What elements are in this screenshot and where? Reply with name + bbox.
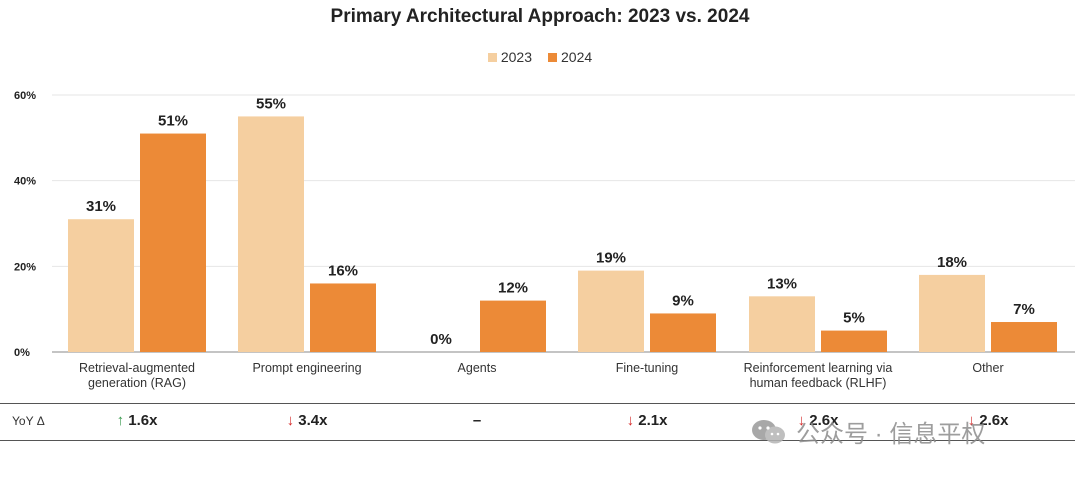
- legend-item-2024: 2024: [548, 49, 592, 65]
- data-label: 31%: [86, 198, 116, 215]
- yoy-cell: ↓ 2.1x: [562, 412, 732, 429]
- yoy-label: YoY Δ: [12, 414, 45, 428]
- bar-2023: [238, 116, 304, 353]
- arrow-down-icon: ↓: [797, 412, 810, 429]
- y-tick-label: 60%: [14, 90, 36, 102]
- x-tick-label: Agents: [458, 361, 497, 375]
- data-label: 55%: [256, 95, 286, 112]
- x-tick-label: Other: [972, 361, 1003, 375]
- bar-2024: [991, 322, 1057, 352]
- arrow-down-icon: ↓: [286, 412, 299, 429]
- data-label: 13%: [767, 275, 797, 292]
- chart-legend: 2023 2024: [0, 49, 1080, 65]
- yoy-value: 1.6x: [128, 412, 158, 429]
- y-tick-label: 0%: [14, 347, 30, 359]
- legend-swatch-2023: [487, 52, 497, 62]
- watermark: 公众号 · 信息平权: [750, 414, 985, 449]
- data-label: 12%: [498, 280, 528, 297]
- yoy-value: 2.1x: [638, 412, 668, 429]
- yoy-cell: ↑ 1.6x: [52, 412, 222, 429]
- bar-2023: [749, 296, 815, 352]
- bar-2024: [140, 133, 206, 352]
- wechat-icon: [752, 419, 785, 443]
- bar-2023: [68, 219, 134, 352]
- y-tick-label: 40%: [14, 176, 36, 188]
- data-label: 9%: [672, 292, 694, 309]
- data-label: 18%: [937, 254, 967, 271]
- bar-2024: [650, 313, 716, 352]
- data-label: 19%: [596, 250, 626, 267]
- yoy-value: 2.6x: [809, 412, 839, 429]
- arrow-up-icon: ↑: [116, 412, 129, 429]
- bar-2024: [821, 330, 887, 352]
- arrow-down-icon: ↓: [967, 412, 980, 429]
- x-tick-label: Retrieval-augmented: [79, 361, 195, 375]
- x-tick-label: Reinforcement learning via: [744, 361, 893, 375]
- bar-2023: [578, 270, 644, 352]
- data-label: 51%: [158, 113, 188, 130]
- legend-label-2023: 2023: [500, 49, 532, 65]
- bar-chart: 0% 20% 40% 60% 31% 51% Retrieval-augmentedgene…: [14, 90, 1075, 390]
- legend-label-2024: 2024: [561, 49, 593, 65]
- data-label: 0%: [430, 331, 452, 348]
- x-tick-label: Fine-tuning: [616, 361, 679, 375]
- yoy-cell: –: [392, 412, 562, 429]
- data-label: 7%: [1013, 301, 1035, 318]
- legend-item-2023: 2023: [487, 49, 532, 65]
- y-tick-label: 20%: [14, 261, 36, 273]
- x-tick-label: human feedback (RLHF): [750, 376, 887, 390]
- yoy-value: –: [472, 412, 482, 429]
- x-tick-label: Prompt engineering: [252, 361, 361, 375]
- arrow-down-icon: ↓: [626, 412, 639, 429]
- yoy-value: 2.6x: [979, 412, 1009, 429]
- bar-2024: [480, 300, 546, 352]
- x-tick-label: generation (RAG): [88, 376, 186, 390]
- yoy-cell: ↓ 2.6x: [733, 412, 903, 429]
- data-label: 5%: [843, 310, 865, 327]
- yoy-cell: ↓ 2.6x: [903, 412, 1073, 429]
- bar-2024: [310, 283, 376, 352]
- yoy-top-rule: [0, 403, 1075, 404]
- chart-title: Primary Architectural Approach: 2023 vs.…: [330, 6, 750, 27]
- legend-swatch-2024: [548, 52, 557, 62]
- watermark-text: 公众号 · 信息平权: [796, 421, 986, 448]
- yoy-value: 3.4x: [298, 412, 328, 429]
- data-label: 16%: [328, 262, 358, 279]
- bar-2023: [919, 274, 985, 352]
- yoy-cell: ↓ 3.4x: [222, 412, 392, 429]
- yoy-bottom-rule: [0, 440, 1075, 441]
